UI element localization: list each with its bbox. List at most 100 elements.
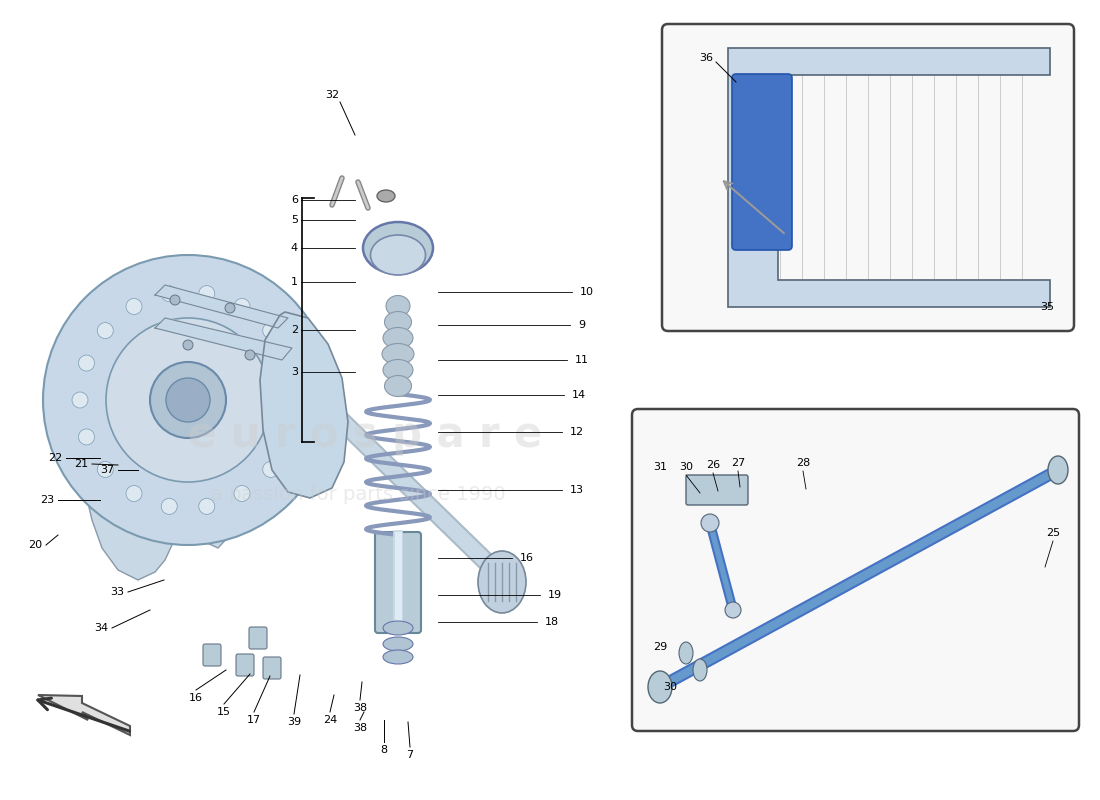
Circle shape [263,322,278,338]
Circle shape [170,295,180,305]
Text: 3: 3 [292,367,298,377]
Text: 5: 5 [292,215,298,225]
Polygon shape [728,48,1050,307]
FancyBboxPatch shape [632,409,1079,731]
Text: 6: 6 [292,195,298,205]
Circle shape [199,498,214,514]
Circle shape [162,286,177,302]
Circle shape [126,298,142,314]
Polygon shape [39,695,130,735]
FancyBboxPatch shape [204,644,221,666]
Text: 30: 30 [679,462,693,472]
Text: 35: 35 [1040,302,1054,312]
Ellipse shape [478,551,526,613]
Text: 34: 34 [94,623,108,633]
Circle shape [162,498,177,514]
Polygon shape [155,285,288,328]
Circle shape [43,255,333,545]
Text: 26: 26 [706,460,721,470]
Circle shape [282,429,297,445]
Circle shape [150,362,226,438]
Polygon shape [80,378,242,580]
Text: 28: 28 [796,458,810,468]
Text: 29: 29 [653,642,667,652]
Circle shape [234,486,250,502]
Text: 21: 21 [74,459,88,469]
Ellipse shape [383,637,412,651]
Circle shape [106,318,270,482]
Circle shape [78,355,95,371]
Text: 16: 16 [520,553,534,563]
Polygon shape [260,312,348,498]
Text: 25: 25 [1046,528,1060,538]
Text: 23: 23 [40,495,54,505]
Circle shape [97,322,113,338]
Circle shape [234,298,250,314]
Text: 8: 8 [381,745,387,755]
Text: 38: 38 [353,723,367,733]
Text: 13: 13 [570,485,584,495]
Circle shape [183,340,192,350]
Text: 37: 37 [100,465,114,475]
Text: 31: 31 [653,462,667,472]
Circle shape [245,350,255,360]
Text: a passion for parts since 1990: a passion for parts since 1990 [211,486,505,505]
Text: 15: 15 [217,707,231,717]
Text: 18: 18 [544,617,559,627]
Ellipse shape [679,642,693,664]
Text: 38: 38 [353,703,367,713]
Text: 24: 24 [323,715,337,725]
Circle shape [97,462,113,478]
Ellipse shape [299,366,337,418]
Ellipse shape [385,311,411,333]
Text: 4: 4 [290,243,298,253]
Text: 39: 39 [287,717,301,727]
Ellipse shape [1048,456,1068,484]
Circle shape [126,486,142,502]
Text: 19: 19 [548,590,562,600]
Text: 22: 22 [47,453,62,463]
FancyBboxPatch shape [662,24,1074,331]
Circle shape [725,602,741,618]
Ellipse shape [383,621,412,635]
Text: 2: 2 [290,325,298,335]
Circle shape [701,514,719,532]
Ellipse shape [383,359,412,381]
Ellipse shape [383,650,412,664]
Ellipse shape [377,190,395,202]
Circle shape [282,355,297,371]
Circle shape [199,286,214,302]
Circle shape [226,303,235,313]
FancyBboxPatch shape [686,475,748,505]
Text: 30: 30 [663,682,676,692]
Text: 27: 27 [730,458,745,468]
FancyBboxPatch shape [732,74,792,250]
Text: 9: 9 [578,320,585,330]
Ellipse shape [383,327,412,349]
Ellipse shape [385,375,411,397]
FancyBboxPatch shape [236,654,254,676]
Text: 10: 10 [580,287,594,297]
Text: 33: 33 [110,587,124,597]
Text: 20: 20 [28,540,42,550]
Text: 14: 14 [572,390,586,400]
Text: 36: 36 [698,53,713,63]
Text: 7: 7 [406,750,414,760]
Ellipse shape [693,659,707,681]
Text: 11: 11 [575,355,589,365]
Circle shape [288,392,304,408]
FancyBboxPatch shape [249,627,267,649]
Ellipse shape [363,222,433,274]
Ellipse shape [386,295,410,317]
FancyBboxPatch shape [263,657,280,679]
Text: 32: 32 [324,90,339,100]
Circle shape [263,462,278,478]
Circle shape [166,378,210,422]
Ellipse shape [382,343,414,365]
Text: 12: 12 [570,427,584,437]
Text: 16: 16 [189,693,204,703]
Ellipse shape [648,671,672,703]
Text: 17: 17 [246,715,261,725]
FancyBboxPatch shape [375,532,421,633]
Text: 1: 1 [292,277,298,287]
